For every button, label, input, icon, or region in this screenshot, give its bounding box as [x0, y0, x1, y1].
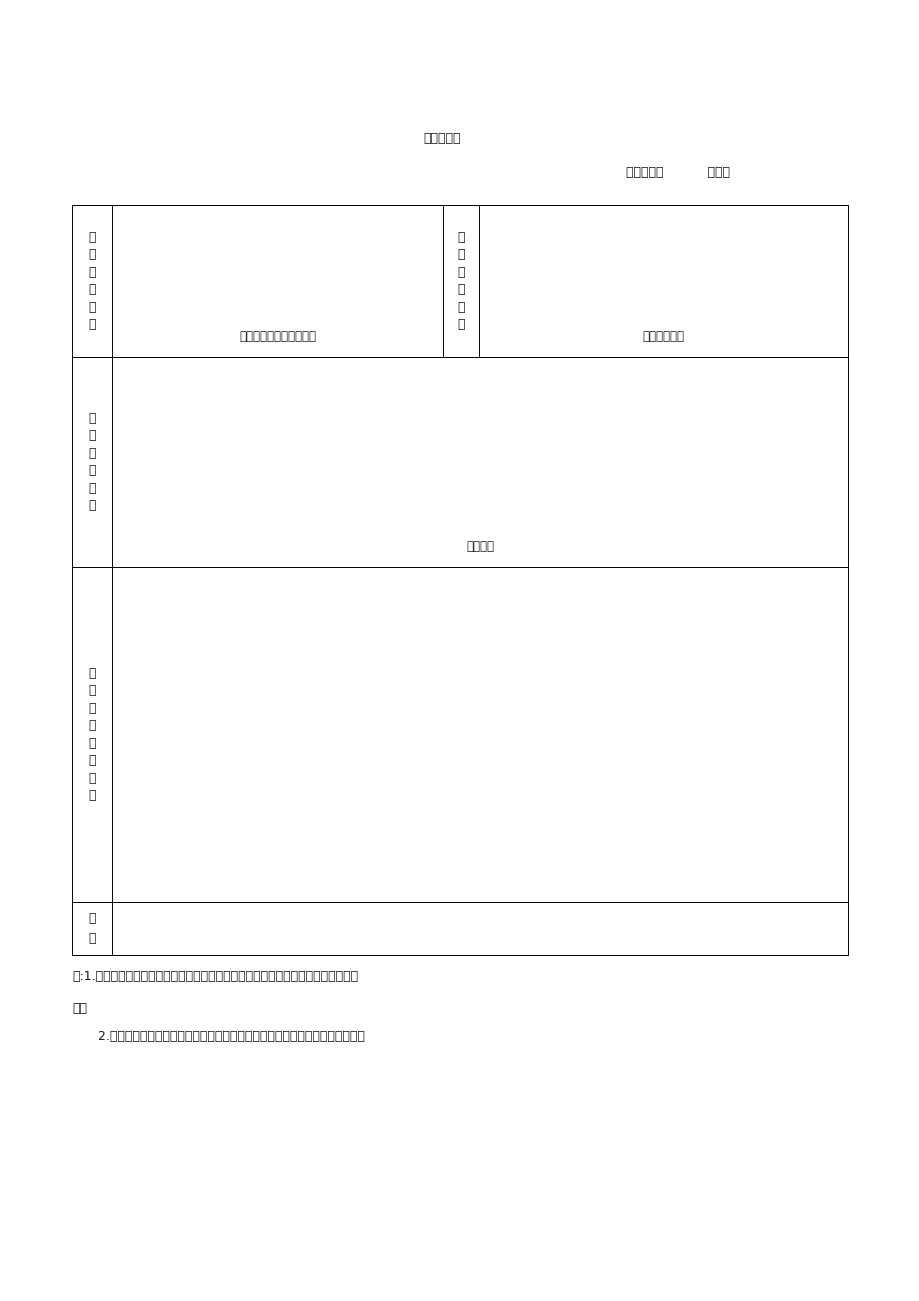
Text: 备: 备 — [88, 912, 96, 925]
Text: 省: 省 — [88, 666, 96, 679]
Text: 院: 院 — [457, 230, 464, 243]
Text: 教: 教 — [88, 684, 96, 697]
Text: 级: 级 — [88, 248, 96, 262]
Text: （辅导员或班主任签名）: （辅导员或班主任签名） — [239, 330, 315, 343]
Text: 意: 意 — [88, 481, 96, 494]
Text: 见: 见 — [457, 319, 464, 332]
Text: 评: 评 — [88, 446, 96, 459]
Text: （盖章）: （盖章） — [466, 540, 494, 553]
Text: 荐: 荐 — [88, 284, 96, 297]
Text: 2.经院（系）、学校签字盖章方有效。省教育厅认定意见以省教育厅发文为准。: 2.经院（系）、学校签字盖章方有效。省教育厅认定意见以省教育厅发文为准。 — [82, 1030, 365, 1043]
Text: 见: 见 — [88, 790, 96, 803]
Text: （签名盖章）: （签名盖章） — [641, 330, 684, 343]
Text: 校: 校 — [88, 429, 96, 442]
Text: 认: 认 — [88, 736, 96, 749]
Text: 厅: 厅 — [88, 719, 96, 732]
Text: 注: 注 — [88, 932, 96, 945]
Text: 推: 推 — [88, 265, 96, 278]
Bar — [72, 206, 847, 955]
Text: 意: 意 — [88, 771, 96, 785]
Text: 意: 意 — [457, 301, 464, 314]
Text: 意: 意 — [88, 301, 96, 314]
Text: 班: 班 — [88, 230, 96, 243]
Text: 育: 育 — [88, 701, 96, 714]
Text: 核: 核 — [457, 284, 464, 297]
Text: 系: 系 — [457, 248, 464, 262]
Text: 见: 见 — [88, 500, 96, 513]
Text: 审: 审 — [457, 265, 464, 278]
Text: 本人签名：: 本人签名： — [423, 133, 460, 146]
Text: 定: 定 — [88, 755, 96, 768]
Text: 见: 见 — [88, 319, 96, 332]
Text: 填表日期：           年月日: 填表日期： 年月日 — [625, 167, 729, 180]
Text: 学: 学 — [88, 411, 96, 424]
Text: 份。: 份。 — [72, 1002, 87, 1015]
Text: 注:1.此表正反面打印，登记表一式三份，学校、优秀毕业生本人档案、省教育厅各一: 注:1.此表正反面打印，登记表一式三份，学校、优秀毕业生本人档案、省教育厅各一 — [72, 971, 357, 984]
Text: 选: 选 — [88, 464, 96, 477]
